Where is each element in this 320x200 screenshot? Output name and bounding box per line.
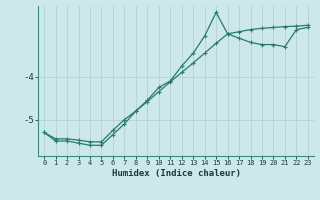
X-axis label: Humidex (Indice chaleur): Humidex (Indice chaleur) (111, 169, 241, 178)
